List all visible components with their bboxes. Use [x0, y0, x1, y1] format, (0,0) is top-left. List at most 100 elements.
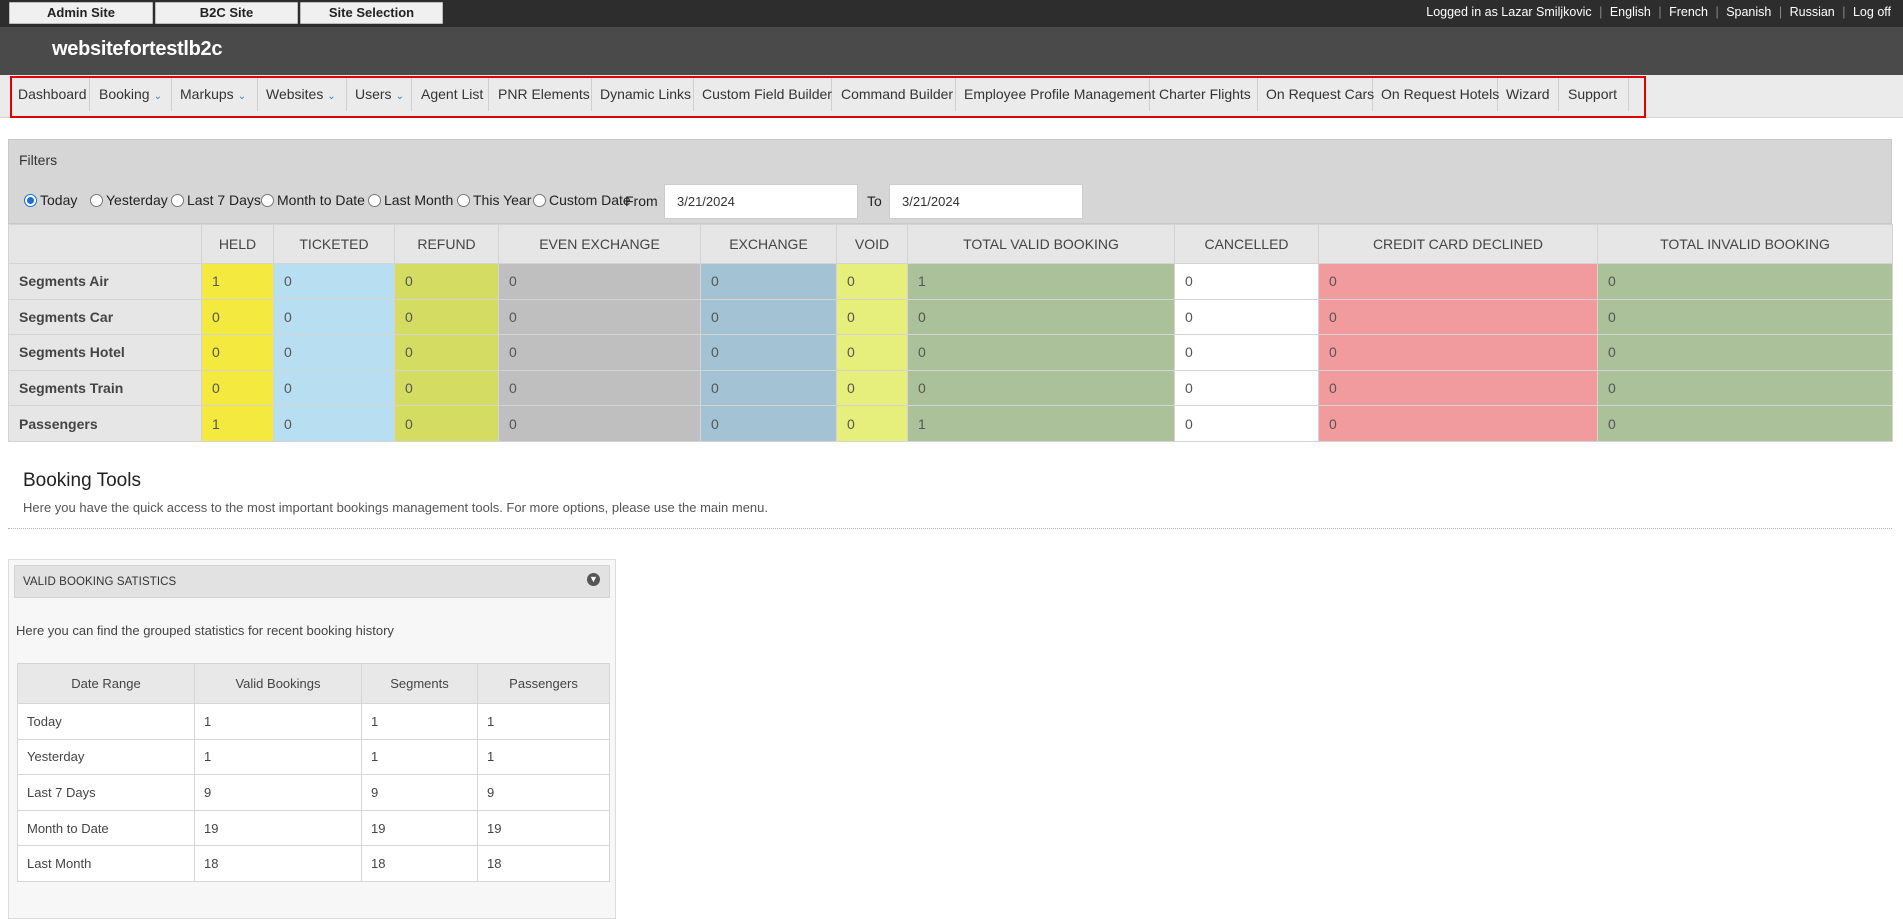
nav-label: Dynamic Links [600, 86, 692, 102]
logoff-link[interactable]: Log off [1852, 5, 1891, 19]
radio-yesterday[interactable]: Yesterday [90, 190, 168, 210]
table-header-row: Date Range Valid Bookings Segments Passe… [17, 663, 610, 704]
table-cell: 0 [1318, 405, 1598, 442]
radio-last-7-days[interactable]: Last 7 Days [171, 190, 261, 210]
table-cell: 19 [194, 809, 362, 847]
table-cell: 0 [836, 334, 908, 371]
to-date-input[interactable]: 3/21/2024 [889, 184, 1083, 219]
table-cell: Today [17, 703, 195, 740]
from-label: From [625, 193, 658, 209]
separator: | [1715, 5, 1719, 19]
nav-item-pnr-elements[interactable]: PNR Elements [491, 78, 592, 111]
radio-button-icon[interactable] [368, 193, 381, 207]
radio-button-icon[interactable] [171, 193, 184, 207]
table-cell: 0 [907, 298, 1175, 336]
language-russian-link[interactable]: Russian [1789, 5, 1835, 19]
corner-cell [8, 224, 202, 264]
from-date-input[interactable]: 3/21/2024 [664, 184, 858, 219]
radio-last-month[interactable]: Last Month [368, 190, 453, 210]
nav-item-users[interactable]: Users ⌄ [348, 78, 412, 111]
table-cell: 0 [498, 369, 701, 407]
filters-panel: Filters Today Yesterday Last 7 Days Mont… [8, 139, 1892, 224]
radio-label: Last Month [384, 192, 454, 208]
language-spanish-link[interactable]: Spanish [1726, 5, 1772, 19]
table-cell: 0 [700, 334, 837, 371]
table-cell: 1 [194, 738, 362, 776]
radio-month-to-date[interactable]: Month to Date [261, 190, 365, 210]
table-cell: 0 [836, 369, 908, 407]
table-cell: 0 [1174, 405, 1319, 442]
nav-item-agent-list[interactable]: Agent List [414, 78, 489, 111]
radio-label: Month to Date [277, 192, 365, 208]
table-cell: 1 [907, 405, 1175, 442]
radio-button-icon[interactable] [90, 193, 103, 207]
site-header: websitefortestlb2c [0, 27, 1903, 75]
b2c-site-button[interactable]: B2C Site [155, 2, 298, 24]
table-cell: 1 [477, 703, 610, 740]
nav-item-employee-profile-management[interactable]: Employee Profile Management [957, 78, 1155, 111]
nav-item-booking[interactable]: Booking ⌄ [92, 78, 172, 111]
radio-button-icon[interactable] [24, 193, 37, 207]
site-selection-button[interactable]: Site Selection [300, 2, 443, 24]
radio-today[interactable]: Today [24, 190, 77, 210]
radio-custom-date[interactable]: Custom Date [533, 190, 631, 210]
table-cell: 19 [361, 809, 478, 847]
radio-label: Yesterday [106, 192, 168, 208]
radio-label: Custom Date [549, 192, 631, 208]
radio-button-icon[interactable] [533, 193, 546, 207]
language-french-link[interactable]: French [1669, 5, 1708, 19]
table-cell: 9 [361, 774, 478, 811]
table-cell: 0 [1174, 298, 1319, 336]
nav-label: Charter Flights [1159, 86, 1251, 102]
nav-item-command-builder[interactable]: Command Builder [834, 78, 956, 111]
nav-item-dashboard[interactable]: Dashboard [11, 78, 90, 111]
column-header: TOTAL INVALID BOOKING [1597, 224, 1893, 264]
row-header: Segments Air [8, 263, 202, 300]
table-cell: 0 [836, 405, 908, 442]
table-cell: 18 [194, 845, 362, 882]
language-english-link[interactable]: English [1609, 5, 1651, 19]
table-row: Last Month 18 18 18 [17, 845, 610, 882]
column-header: REFUND [394, 224, 499, 264]
column-header: VOID [836, 224, 908, 264]
admin-site-button[interactable]: Admin Site [9, 2, 153, 24]
radio-button-icon[interactable] [261, 193, 274, 207]
table-cell: 0 [273, 369, 395, 407]
radio-button-icon[interactable] [457, 193, 470, 207]
radio-this-year[interactable]: This Year [457, 190, 531, 210]
radio-label: Today [40, 192, 78, 208]
nav-item-on-request-cars[interactable]: On Request Cars [1259, 78, 1374, 111]
widget-title: VALID BOOKING SATISTICS [23, 576, 177, 588]
nav-item-dynamic-links[interactable]: Dynamic Links [593, 78, 694, 111]
table-cell: 0 [498, 298, 701, 336]
table-cell: 1 [477, 738, 610, 776]
nav-item-charter-flights[interactable]: Charter Flights [1152, 78, 1258, 111]
table-cell: 19 [477, 809, 610, 847]
nav-item-support[interactable]: Support [1561, 78, 1629, 111]
table-cell: 0 [273, 298, 395, 336]
nav-highlight-box [10, 76, 1646, 118]
widget-header: VALID BOOKING SATISTICS ▼ [14, 565, 610, 598]
row-header: Segments Hotel [8, 334, 202, 371]
table-cell: 0 [1597, 298, 1893, 336]
column-header: EXCHANGE [700, 224, 837, 264]
table-cell: Last Month [17, 845, 195, 882]
collapse-icon[interactable]: ▼ [587, 573, 600, 586]
table-cell: 0 [1318, 263, 1598, 300]
table-cell: 0 [1318, 298, 1598, 336]
site-title[interactable]: websitefortestlb2c [52, 38, 223, 60]
table-cell: 0 [1174, 334, 1319, 371]
nav-item-wizard[interactable]: Wizard [1499, 78, 1559, 111]
nav-item-markups[interactable]: Markups ⌄ [173, 78, 258, 111]
table-cell: 0 [836, 298, 908, 336]
nav-item-custom-field-builder[interactable]: Custom Field Builder [695, 78, 832, 111]
table-cell: 0 [273, 405, 395, 442]
table-cell: 0 [836, 263, 908, 300]
nav-item-websites[interactable]: Websites ⌄ [259, 78, 347, 111]
table-cell: 0 [498, 334, 701, 371]
column-header: CANCELLED [1174, 224, 1319, 264]
column-header: Passengers [477, 663, 610, 704]
nav-item-on-request-hotels[interactable]: On Request Hotels [1374, 78, 1499, 111]
row-header: Segments Train [8, 369, 202, 407]
radio-label: Last 7 Days [187, 192, 261, 208]
